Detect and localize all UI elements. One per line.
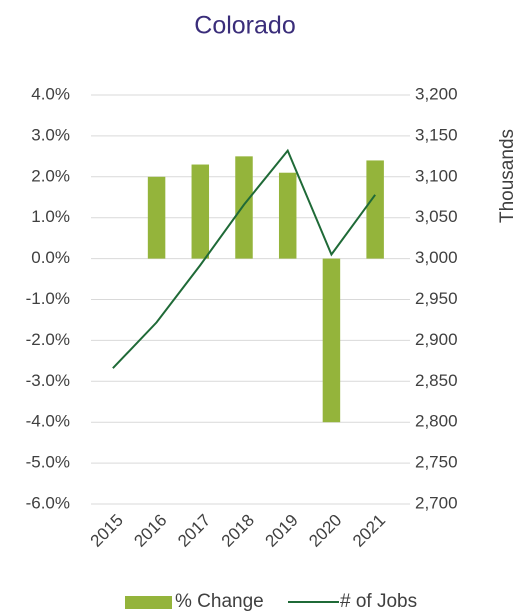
bar	[366, 160, 384, 259]
legend-label: % Change	[175, 591, 264, 612]
x-tick-label: 2015	[87, 511, 127, 551]
y-tick-label: -5.0%	[26, 453, 70, 472]
x-tick-label: 2020	[305, 511, 345, 551]
y2-tick-label: 2,900	[415, 330, 458, 349]
y-tick-label: -3.0%	[26, 371, 70, 390]
y-tick-label: 3.0%	[31, 125, 70, 144]
bar	[322, 258, 341, 423]
y2-tick-label: 2,950	[415, 289, 458, 308]
y2-tick-label: 2,750	[415, 453, 458, 472]
y-tick-label: 1.0%	[31, 207, 70, 226]
legend-swatch	[125, 596, 172, 609]
y2-tick-label: 3,200	[415, 84, 458, 103]
x-tick-label: 2019	[262, 511, 302, 551]
y-tick-label: 4.0%	[31, 84, 70, 103]
y2-tick-label: 2,850	[415, 371, 458, 390]
y2-tick-label: 2,700	[415, 493, 458, 512]
x-tick-label: 2018	[218, 511, 258, 551]
legend-label: # of Jobs	[340, 591, 417, 612]
y-tick-label: -1.0%	[26, 289, 70, 308]
y2-tick-label: 3,000	[415, 248, 458, 267]
x-tick-label: 2021	[349, 511, 389, 551]
y2-tick-label: 3,150	[415, 125, 458, 144]
y2-tick-label: 3,050	[415, 207, 458, 226]
y-tick-label: -6.0%	[26, 493, 70, 512]
y2-tick-label: 3,100	[415, 166, 458, 185]
bar	[147, 176, 166, 259]
line	[112, 148, 376, 369]
bar	[278, 172, 297, 259]
x-tick-label: 2016	[130, 511, 170, 551]
bar	[191, 164, 210, 259]
y2-tick-label: 2,800	[415, 412, 458, 431]
bar	[235, 156, 253, 259]
y-tick-label: 2.0%	[31, 166, 70, 185]
y-tick-label: -2.0%	[26, 330, 70, 349]
y-tick-label: 0.0%	[31, 248, 70, 267]
y2-axis-label: Thousands	[497, 129, 518, 223]
chart-title: Colorado	[194, 12, 295, 40]
x-tick-label: 2017	[174, 511, 214, 551]
y-tick-label: -4.0%	[26, 412, 70, 431]
